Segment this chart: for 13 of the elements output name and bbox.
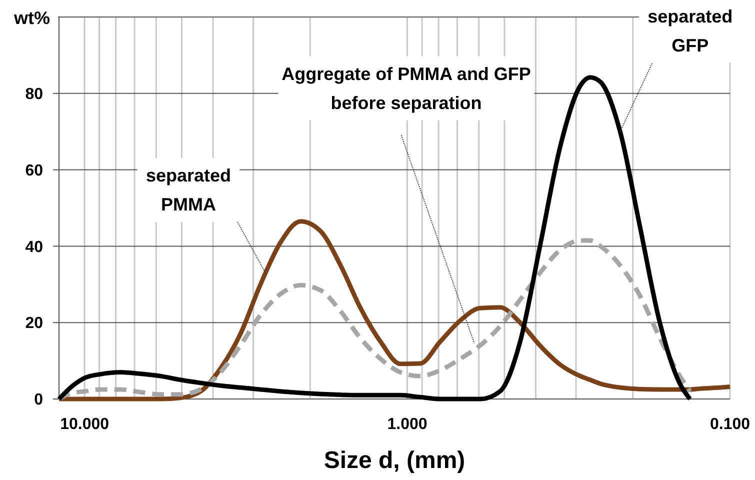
annotation: Aggregate of PMMA and GFP before separation bbox=[282, 64, 531, 114]
y-tick-label: 40 bbox=[25, 238, 44, 256]
x-axis-title: Size d, (mm) bbox=[324, 447, 466, 474]
annotation: separated GFP bbox=[648, 6, 733, 56]
x-tick-label: 0.100 bbox=[710, 416, 750, 433]
y-tick-label: 0 bbox=[34, 392, 44, 409]
x-tick-label: 1.000 bbox=[387, 416, 428, 433]
x-tick-label: 10.000 bbox=[60, 416, 110, 433]
y-tick-label: 60 bbox=[25, 162, 44, 180]
y-tick-label: 20 bbox=[25, 315, 44, 332]
annotation: separated PMMA bbox=[146, 166, 232, 215]
y-axis-title: wt% bbox=[13, 8, 50, 28]
y-tick-label: 80 bbox=[25, 86, 44, 103]
